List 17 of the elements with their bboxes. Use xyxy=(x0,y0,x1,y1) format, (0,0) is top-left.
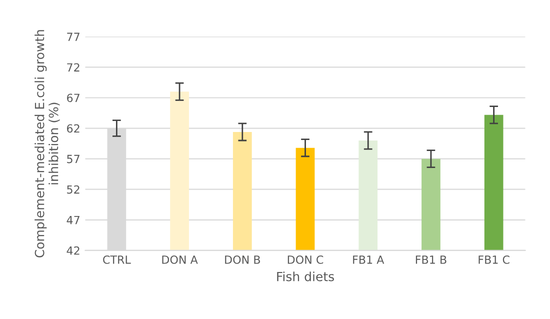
y-axis-title: Complement-mediated E.coli growth inhibition (%) xyxy=(34,30,60,258)
x-tick-label: DON A xyxy=(162,255,198,264)
y-tick-label: 52 xyxy=(67,185,80,194)
y-tick-label: 72 xyxy=(67,63,80,72)
y-tick-label: 42 xyxy=(66,246,80,255)
x-axis-title: Fish diets xyxy=(277,272,334,282)
x-tick-label: DON B xyxy=(225,255,260,264)
y-tick-label: 47 xyxy=(66,216,80,224)
y-tick-label: 77 xyxy=(67,32,80,41)
y-tick-label: 62 xyxy=(67,124,80,133)
x-tick-label: FB1 A xyxy=(353,256,384,264)
y-tick-label: 67 xyxy=(67,94,80,102)
x-tick-label: FB1 C xyxy=(478,255,510,264)
x-tick-label: CTRL xyxy=(103,255,131,264)
x-tick-label: DON C xyxy=(288,255,324,264)
x-tick-label: FB1 B xyxy=(416,256,446,264)
y-tick-label: 57 xyxy=(67,154,80,164)
